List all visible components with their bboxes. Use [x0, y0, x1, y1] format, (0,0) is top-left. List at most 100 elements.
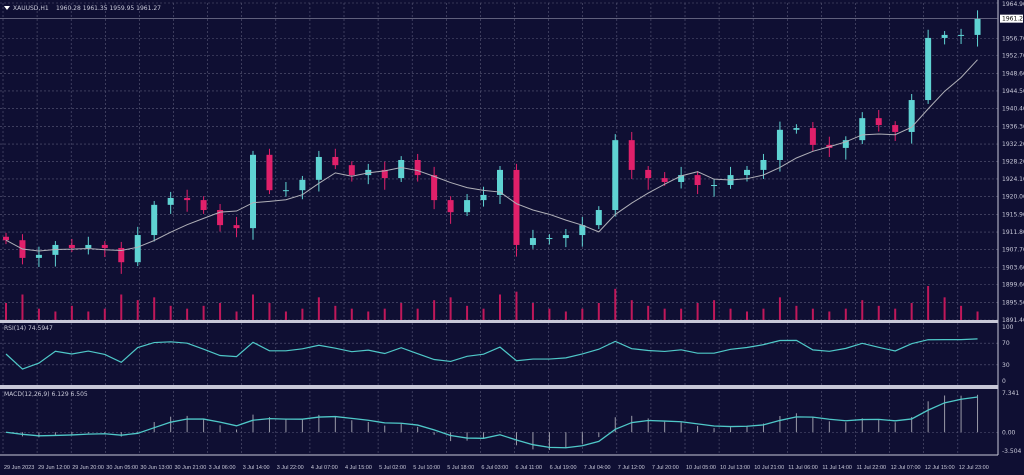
candle-body — [217, 210, 224, 226]
time-tick-label: 10 Jul 13:00 — [720, 465, 750, 471]
time-tick-label: 11 Jul 14:00 — [822, 465, 852, 471]
volume-bar — [927, 286, 930, 320]
volume-bar — [350, 308, 353, 320]
volume-bar — [713, 300, 716, 320]
candle-body — [85, 244, 92, 248]
time-tick-label: 29 Jun 12:00 — [38, 465, 70, 471]
price-tick-label: 1952.70 — [1002, 53, 1024, 60]
candle-body — [744, 169, 750, 176]
volume-bar — [186, 308, 189, 320]
volume-bar — [844, 308, 847, 320]
rsi-tick-label: 70 — [1002, 340, 1010, 347]
volume-bar — [136, 300, 139, 320]
macd-tick-label: 0.00 — [1002, 429, 1016, 436]
volume-bar — [383, 308, 386, 320]
volume-bar — [466, 305, 469, 320]
candle-body — [892, 125, 899, 132]
candle-body — [497, 169, 503, 195]
macd-signal-line — [5, 396, 978, 449]
macd-tick-label: -3.504 — [1002, 448, 1022, 455]
volume-bar — [120, 294, 123, 320]
candle-body — [332, 156, 339, 166]
rsi-panel: 100 70 30 0 — [0, 324, 1014, 385]
current-price-label: 1961.27 — [1002, 16, 1024, 23]
time-tick-label: 5 Jul 10:00 — [413, 465, 440, 471]
time-tick-label: 3 Jul 22:00 — [277, 465, 304, 471]
volume-bar — [531, 303, 534, 320]
candle-body — [842, 140, 849, 148]
macd-panel: 7.341 0.00 -3.504 — [0, 390, 1022, 455]
volume-bar — [87, 311, 90, 320]
volume-bar — [696, 303, 699, 320]
volume-bar — [235, 311, 238, 320]
candle-body — [595, 210, 602, 226]
rsi-tick-label: 100 — [1002, 324, 1014, 331]
triangle-down-icon[interactable] — [4, 6, 10, 10]
price-tick-label: 1911.80 — [1002, 229, 1024, 236]
candle-body — [628, 140, 635, 170]
candle-body — [134, 235, 141, 263]
volume-bar — [630, 300, 633, 320]
price-tick-label: 1899.60 — [1002, 282, 1024, 289]
candle-body — [694, 175, 701, 186]
candle-body — [233, 225, 240, 229]
candle-body — [579, 225, 586, 236]
candle-body — [447, 200, 454, 213]
price-tick-label: 1907.70 — [1002, 247, 1024, 254]
price-tick-label: 1915.90 — [1002, 211, 1024, 218]
time-tick-label: 11 Jul 06:00 — [788, 465, 818, 471]
volume-bar — [828, 311, 831, 320]
time-tick-label: 5 Jul 18:00 — [447, 465, 474, 471]
time-tick-label: 10 Jul 05:00 — [686, 465, 716, 471]
volume-bar — [746, 311, 748, 320]
volume-bar — [169, 305, 172, 320]
volume-bar — [910, 303, 913, 320]
volume-bar — [581, 308, 584, 320]
volume-bar — [317, 297, 320, 320]
panel-separator[interactable] — [0, 385, 998, 389]
volume-bar — [400, 303, 403, 320]
price-tick-label: 1928.20 — [1002, 158, 1024, 165]
volume-bar — [416, 308, 419, 320]
candle-body — [68, 244, 75, 248]
time-tick-label: 7 Jul 20:00 — [652, 465, 679, 471]
volume-bar — [482, 308, 485, 320]
symbol-label: XAUUSD,H1 — [13, 5, 49, 12]
time-tick-label: 11 Jul 22:00 — [857, 465, 887, 471]
candle-body — [875, 118, 882, 126]
volume-bar — [433, 300, 436, 320]
candle-body — [381, 169, 388, 179]
volume-bar — [877, 305, 880, 320]
time-tick-label: 6 Jul 03:00 — [481, 465, 508, 471]
candle-body — [678, 175, 685, 182]
volume-bar — [597, 303, 600, 320]
volume-bar — [943, 297, 946, 320]
candle-body — [101, 244, 108, 248]
candle-body — [974, 18, 981, 35]
panel-separator[interactable] — [0, 320, 998, 323]
volume-bar — [153, 297, 156, 320]
time-tick-label: 12 Jul 15:00 — [925, 465, 955, 471]
volume-bar — [729, 308, 732, 320]
candle-body — [184, 197, 191, 201]
volume-bar — [515, 291, 518, 320]
time-tick-label: 30 Jun 21:00 — [175, 465, 207, 471]
time-tick-label: 3 Jul 14:00 — [243, 465, 270, 471]
candle-body — [35, 254, 42, 258]
rsi-tick-label: 0 — [1002, 378, 1006, 385]
price-tick-label: 1924.10 — [1002, 176, 1024, 183]
volume-bar — [202, 305, 205, 320]
volume-bar — [795, 305, 798, 320]
volume-bar — [564, 311, 567, 320]
price-tick-label: 1964.90 — [1002, 1, 1024, 8]
candle-body — [645, 169, 652, 179]
ohlc-values: 1960.28 1961.35 1959.95 1961.27 — [56, 5, 161, 12]
volume-bar — [21, 294, 24, 320]
volume-bar — [894, 308, 897, 320]
time-tick-label: 4 Jul 07:00 — [311, 465, 338, 471]
current-price-box — [1000, 14, 1023, 23]
volume-bar — [284, 311, 287, 320]
volume-bar — [54, 311, 57, 320]
